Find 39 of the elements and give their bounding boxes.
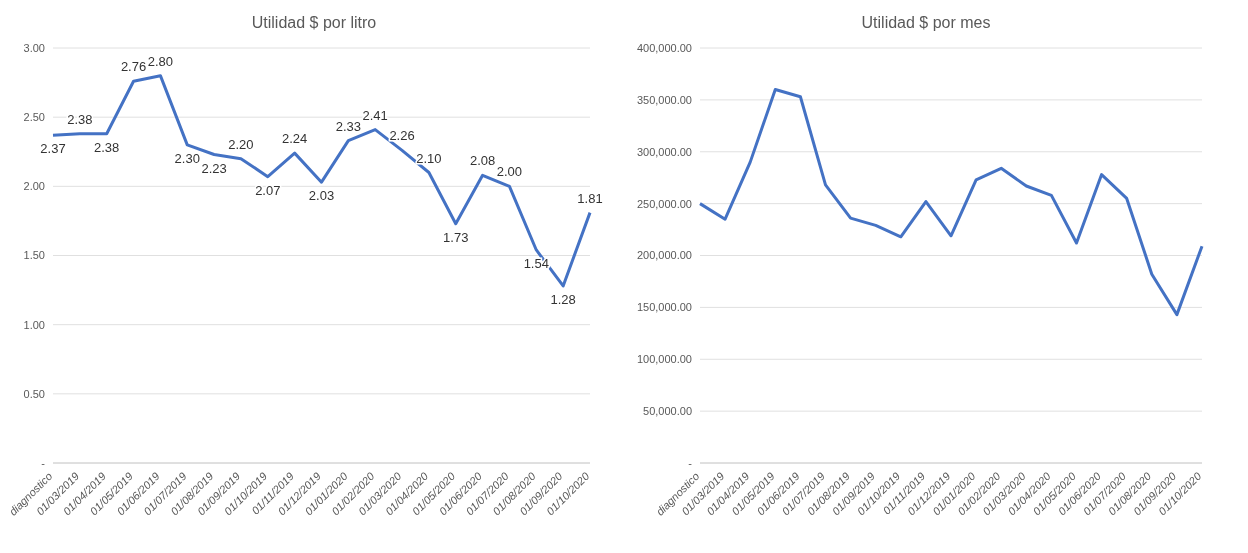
data-label: 2.20: [228, 136, 254, 152]
y-tick-label: 3.00: [23, 41, 45, 54]
data-label: 2.03: [308, 188, 335, 204]
data-label: 2.26: [389, 128, 415, 144]
y-tick-label: 100,000.00: [636, 353, 692, 366]
y-tick-label: 50,000.00: [643, 405, 692, 418]
data-label: 2.41: [362, 107, 388, 123]
y-tick-label: 1.00: [23, 318, 45, 331]
y-tick-label: 350,000.00: [636, 93, 692, 106]
data-label: 2.24: [281, 131, 308, 147]
data-label: 2.38: [67, 111, 93, 127]
y-tick-label: -: [688, 456, 693, 469]
y-tick-label: 250,000.00: [636, 197, 692, 210]
data-label: 2.23: [201, 160, 227, 176]
y-tick-label: 2.00: [23, 180, 45, 193]
y-tick-label: 0.50: [23, 387, 45, 400]
y-tick-label: 400,000.00: [636, 41, 692, 54]
data-label: 2.07: [255, 182, 281, 198]
chart-title: Utilidad $ por litro: [250, 13, 378, 33]
data-label: 1.73: [443, 229, 469, 245]
chart-title: Utilidad $ por mes: [860, 13, 992, 33]
data-label: 2.00: [496, 164, 523, 180]
y-tick-label: 2.50: [23, 111, 45, 124]
data-label: 2.76: [120, 59, 147, 75]
data-label: 2.37: [40, 141, 66, 157]
data-label: 2.80: [147, 53, 174, 69]
y-tick-label: 300,000.00: [636, 145, 692, 158]
data-label: 2.38: [94, 139, 120, 155]
y-tick-label: 1.50: [23, 249, 45, 262]
data-label: 2.10: [416, 150, 442, 166]
data-label: 2.08: [469, 153, 496, 169]
data-label: 1.28: [550, 291, 576, 307]
y-tick-label: -: [41, 456, 46, 469]
data-label: 2.30: [174, 150, 200, 166]
data-label: 2.33: [335, 118, 362, 134]
y-tick-label: 150,000.00: [636, 301, 692, 314]
y-tick-label: 200,000.00: [636, 249, 692, 262]
data-label: 1.81: [577, 190, 603, 206]
line-series: [698, 88, 1204, 317]
